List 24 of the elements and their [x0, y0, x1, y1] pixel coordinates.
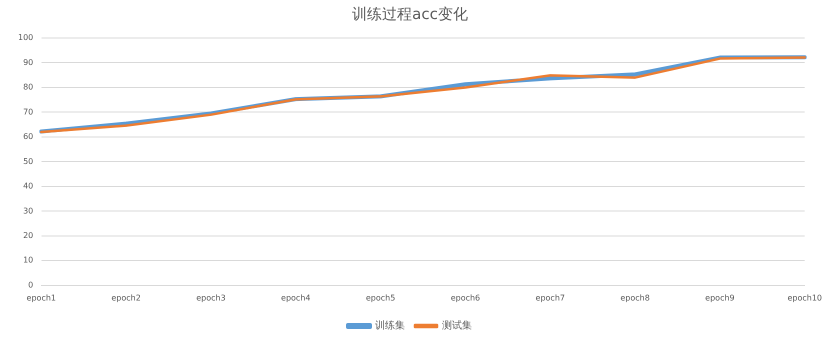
x-tick-label: epoch2	[111, 293, 141, 302]
y-tick-label: 90	[23, 58, 34, 67]
x-tick-label: epoch7	[536, 293, 565, 302]
x-tick-label: epoch8	[620, 293, 650, 302]
y-tick-label: 100	[18, 33, 34, 42]
y-tick-label: 10	[23, 256, 34, 265]
x-tick-label: epoch9	[705, 293, 735, 302]
y-tick-label: 60	[23, 132, 34, 142]
y-tick-label: 20	[23, 231, 34, 240]
x-tick-label: epoch1	[26, 293, 56, 302]
x-tick-label: epoch3	[196, 293, 226, 302]
chart-title: 训练过程acc变化	[352, 4, 468, 23]
x-tick-label: epoch10	[787, 293, 822, 302]
y-tick-label: 40	[23, 182, 34, 191]
y-tick-label: 80	[23, 82, 34, 92]
y-tick-label: 70	[23, 107, 34, 116]
y-tick-label: 50	[23, 156, 34, 166]
y-tick-label: 0	[28, 280, 34, 290]
x-tick-label: epoch4	[281, 293, 310, 302]
x-tick-label: epoch6	[450, 293, 480, 302]
x-tick-label: epoch5	[366, 293, 396, 302]
y-tick-label: 30	[23, 206, 34, 216]
legend-label: 训练集	[375, 320, 405, 332]
legend-label: 测试集	[442, 320, 472, 332]
